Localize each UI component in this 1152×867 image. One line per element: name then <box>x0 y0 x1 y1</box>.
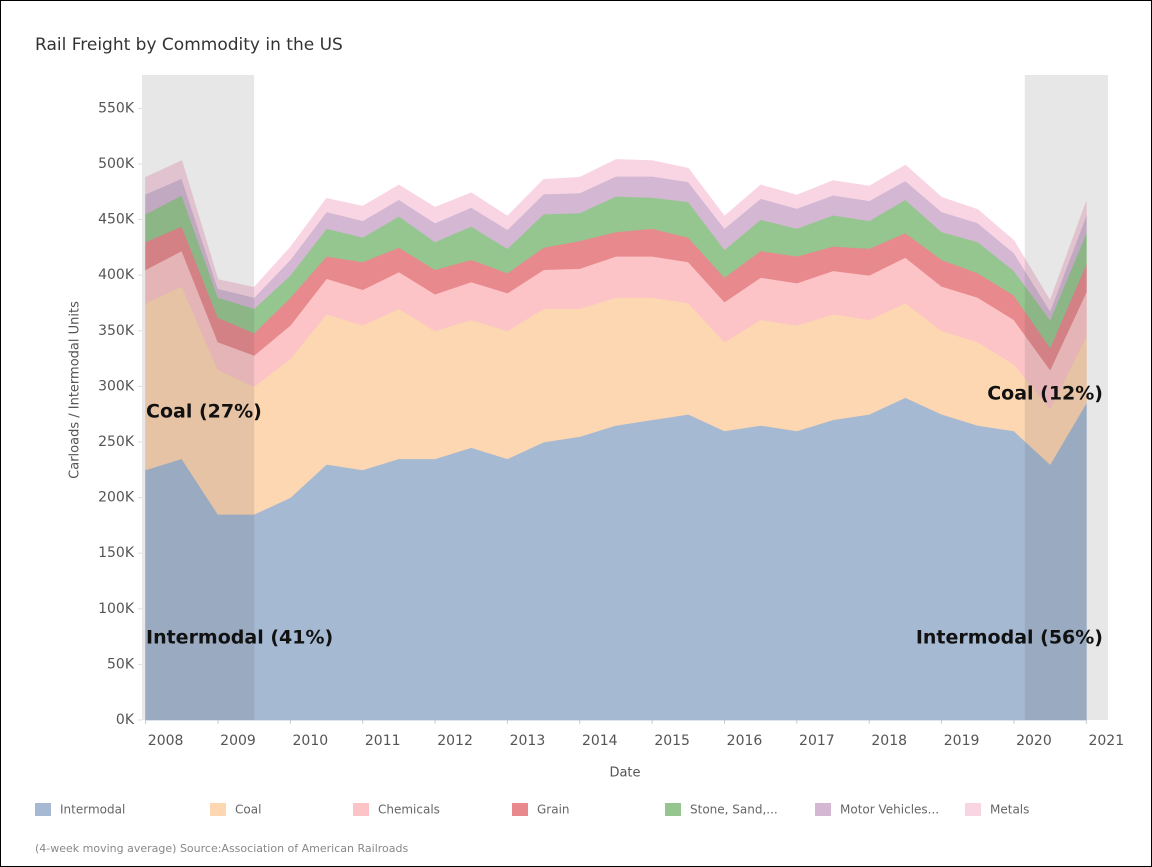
annotation: Intermodal (41%) <box>146 627 333 649</box>
legend-label: Intermodal <box>60 803 125 817</box>
highlight-band <box>142 75 255 720</box>
y-tick-label: 50K <box>107 656 135 672</box>
y-tick-label: 100K <box>98 601 135 617</box>
y-tick-label: 350K <box>98 323 135 339</box>
y-tick-label: 400K <box>98 267 135 283</box>
y-tick-label: 150K <box>98 545 135 561</box>
x-tick-label: 2017 <box>799 733 835 749</box>
area <box>145 159 1087 312</box>
legend-swatch <box>210 803 226 816</box>
y-tick-label: 500K <box>98 156 135 172</box>
x-tick-label: 2011 <box>365 733 401 749</box>
legend-swatch <box>965 803 981 816</box>
x-tick-label: 2009 <box>220 733 256 749</box>
annotation: Intermodal (56%) <box>916 627 1103 649</box>
legend-label: Stone, Sand,... <box>690 803 778 817</box>
x-tick-label: 2018 <box>871 733 907 749</box>
y-tick-label: 200K <box>98 490 135 506</box>
x-tick-label: 2010 <box>293 733 329 749</box>
x-tick-label: 2019 <box>944 733 980 749</box>
legend-label: Metals <box>990 803 1029 817</box>
legend-swatch <box>353 803 369 816</box>
legend-swatch <box>512 803 528 816</box>
annotation: Coal (12%) <box>987 383 1103 405</box>
chart-title: Rail Freight by Commodity in the US <box>35 35 343 55</box>
x-tick-label: 2013 <box>510 733 546 749</box>
legend-label: Motor Vehicles... <box>840 803 939 817</box>
x-tick-label: 2016 <box>727 733 763 749</box>
x-tick-label: 2012 <box>437 733 473 749</box>
legend-label: Chemicals <box>378 803 440 817</box>
y-axis-label: Carloads / Intermodal Units <box>68 301 83 479</box>
y-tick-label: 300K <box>98 378 135 394</box>
x-tick-label: 2021 <box>1088 733 1124 749</box>
footnote: (4-week moving average) Source:Associati… <box>35 842 408 855</box>
x-axis-label: Date <box>609 766 640 781</box>
legend-swatch <box>35 803 51 816</box>
x-tick-label: 2020 <box>1016 733 1052 749</box>
legend-swatch <box>665 803 681 816</box>
highlight-band <box>1024 75 1108 720</box>
annotation: Coal (27%) <box>146 401 262 423</box>
y-tick-label: 550K <box>98 100 135 116</box>
legend-label: Coal <box>235 803 261 817</box>
x-tick-label: 2014 <box>582 733 618 749</box>
legend-label: Grain <box>537 803 570 817</box>
y-tick-label: 450K <box>98 212 135 228</box>
x-tick-label: 2008 <box>148 733 184 749</box>
y-tick-label: 0K <box>116 712 135 728</box>
legend-swatch <box>815 803 831 816</box>
x-tick-label: 2015 <box>654 733 690 749</box>
y-tick-label: 250K <box>98 434 135 450</box>
